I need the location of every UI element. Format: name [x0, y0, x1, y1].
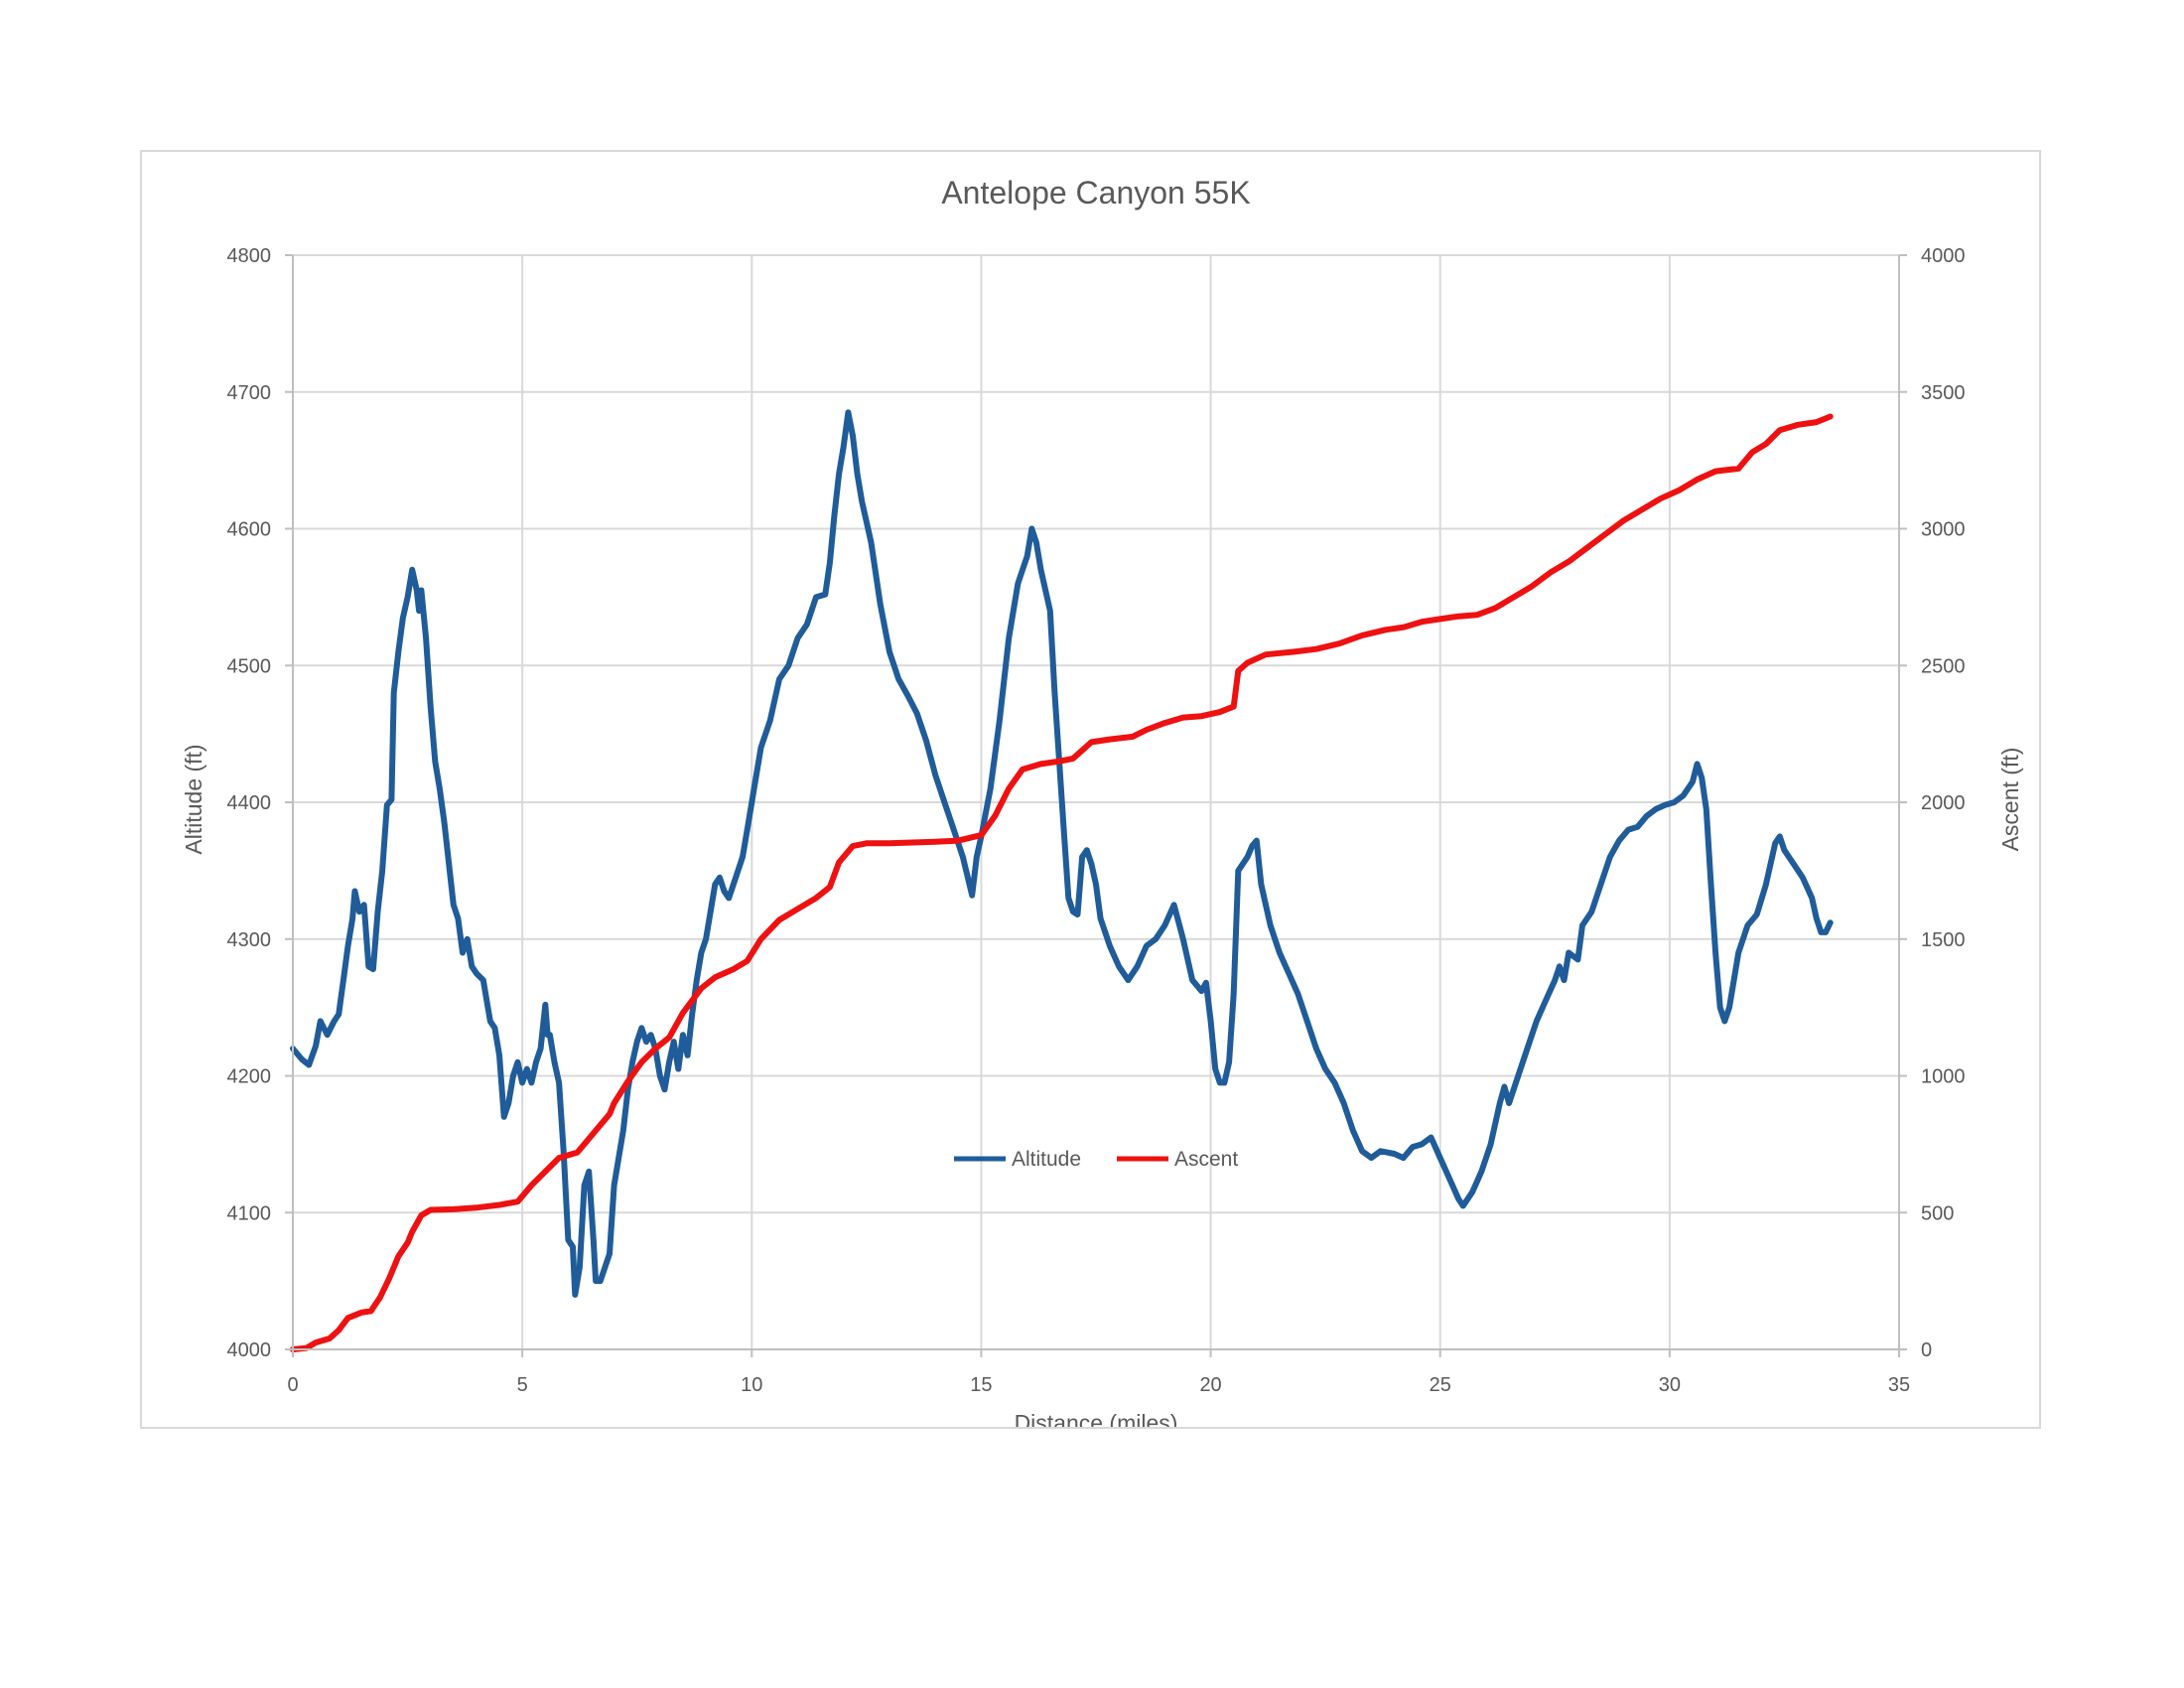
- chart-title: Antelope Canyon 55K: [941, 175, 1250, 211]
- legend-item-ascent: Ascent: [1117, 1148, 1238, 1171]
- y2-tick-label: 2500: [1921, 655, 1966, 677]
- y-tick-label: 4700: [227, 382, 272, 404]
- x-axis-title: Distance (miles): [1015, 1410, 1178, 1427]
- axis-layer: 4000 4100 4200 4300 4400 4500 4600 4700 4800 0 500…: [227, 245, 1966, 1396]
- y-tick-label: 4800: [227, 245, 272, 267]
- y2-tick-label: 1500: [1921, 929, 1966, 951]
- y2-tick-label: 4000: [1921, 245, 1966, 267]
- y-tick-label: 4500: [227, 655, 272, 677]
- y2-tick-label: 500: [1921, 1202, 1954, 1224]
- x-tick-label: 0: [287, 1374, 298, 1396]
- x-tick-label: 10: [741, 1374, 762, 1396]
- chart-canvas: 4000 4100 4200 4300 4400 4500 4600 4700 4800 0 500…: [181, 175, 2023, 1427]
- y-axis-title: Altitude (ft): [181, 744, 206, 854]
- y-tick-label: 4100: [227, 1202, 272, 1224]
- legend-item-altitude: Altitude: [954, 1148, 1081, 1171]
- x-tick-label: 35: [1888, 1374, 1910, 1396]
- x-tick-label: 20: [1199, 1374, 1221, 1396]
- x-tick-label: 15: [970, 1374, 992, 1396]
- grid-layer: [292, 254, 1900, 1350]
- legend: Altitude Ascent: [954, 1148, 1238, 1171]
- legend-label-altitude: Altitude: [1012, 1148, 1081, 1171]
- x-tick-label: 25: [1430, 1374, 1451, 1396]
- y2-axis-title: Ascent (ft): [1997, 748, 2023, 852]
- series-layer: [290, 409, 1834, 1352]
- y2-tick-label: 3500: [1921, 382, 1966, 404]
- y-tick-label: 4300: [227, 929, 272, 951]
- y-tick-label: 4600: [227, 519, 272, 541]
- y-tick-label: 4200: [227, 1066, 272, 1088]
- chart-frame: 4000 4100 4200 4300 4400 4500 4600 4700 4800 0 500…: [140, 150, 2041, 1429]
- y-tick-label: 4400: [227, 792, 272, 814]
- x-tick-label: 30: [1659, 1374, 1681, 1396]
- y-tick-label: 4000: [227, 1339, 272, 1361]
- y2-tick-label: 0: [1921, 1339, 1932, 1361]
- x-tick-label: 5: [517, 1374, 528, 1396]
- legend-label-ascent: Ascent: [1174, 1148, 1238, 1171]
- series-line-altitude: [290, 409, 1834, 1298]
- y2-tick-label: 1000: [1921, 1066, 1966, 1088]
- series-line-ascent: [290, 413, 1834, 1352]
- y2-tick-label: 3000: [1921, 519, 1966, 541]
- y2-tick-label: 2000: [1921, 792, 1966, 814]
